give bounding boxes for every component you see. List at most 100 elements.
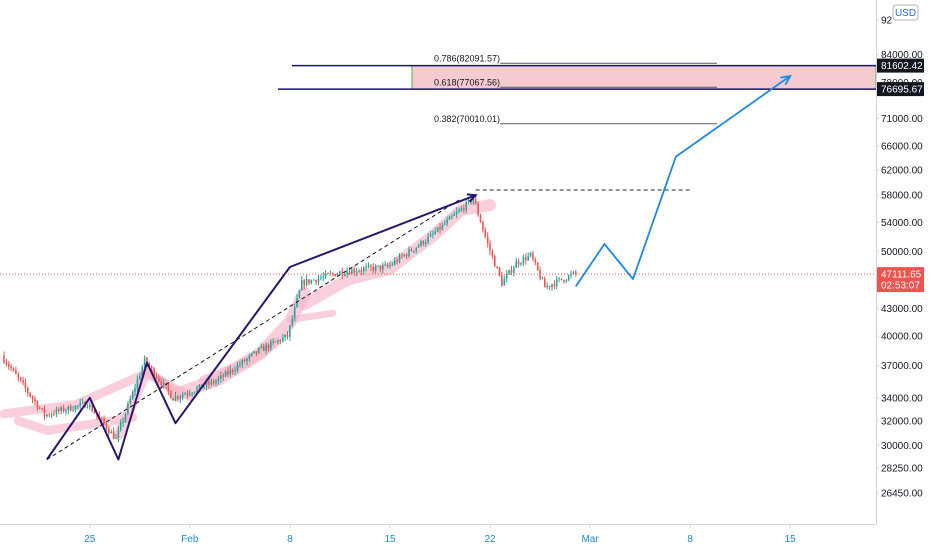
- candle-body: [572, 271, 575, 274]
- candle-body: [460, 208, 463, 210]
- candle-layer: [3, 195, 577, 443]
- candle-body: [555, 279, 558, 287]
- candle-body: [534, 259, 537, 263]
- candle-body: [108, 429, 110, 434]
- candle-body: [260, 346, 263, 348]
- candle-body: [15, 370, 17, 374]
- candle-body: [208, 382, 210, 385]
- candle-body: [10, 366, 12, 369]
- candle-body: [565, 280, 568, 282]
- candle-body: [115, 437, 117, 439]
- candle-body: [279, 340, 282, 342]
- candle-body: [424, 242, 427, 245]
- candle-body: [143, 357, 146, 368]
- candle-body: [215, 381, 217, 384]
- highlight-stroke: [286, 309, 337, 323]
- candle-body: [34, 399, 36, 402]
- currency-badge[interactable]: USD: [892, 4, 919, 21]
- candle-body: [170, 390, 172, 398]
- candle-body: [346, 271, 348, 275]
- candle-body: [448, 216, 451, 220]
- candle-body: [377, 265, 379, 267]
- candle-body: [563, 279, 565, 282]
- candle-body: [229, 369, 232, 374]
- drawing-layer[interactable]: [46, 74, 792, 461]
- candle-body: [308, 279, 310, 284]
- candle-body: [489, 243, 491, 251]
- candle-body: [508, 270, 510, 275]
- candle-body: [386, 264, 389, 267]
- candle-body: [41, 408, 43, 410]
- candle-body: [532, 252, 534, 260]
- candle-body: [458, 209, 460, 212]
- candle-body: [31, 396, 34, 399]
- candle-body: [451, 215, 453, 217]
- candle-body: [560, 278, 563, 280]
- candle-body: [405, 254, 408, 257]
- price-tick-label: 50000.00: [881, 247, 923, 258]
- candle-body: [3, 355, 5, 363]
- candle-body: [19, 377, 22, 380]
- candle-body: [265, 344, 267, 351]
- candle-body: [258, 348, 260, 354]
- candle-body: [455, 211, 458, 215]
- candle-body: [501, 275, 503, 286]
- candle-body: [382, 265, 384, 270]
- candle-body: [453, 214, 456, 216]
- candle-body: [267, 344, 270, 349]
- candle-body: [474, 198, 477, 205]
- candle-body: [486, 236, 489, 244]
- candle-body: [246, 358, 248, 362]
- price-axis[interactable]: 9284000.0078000.0071000.0066000.0062000.…: [876, 16, 923, 500]
- candle-body: [548, 285, 551, 288]
- candle-body: [515, 261, 517, 268]
- candle-body: [403, 254, 406, 257]
- candle-body: [541, 278, 544, 280]
- candle-body: [81, 402, 84, 403]
- candle-body: [527, 255, 529, 261]
- candle-body: [332, 273, 334, 275]
- time-axis[interactable]: 25 Feb 8 15 22 Mar 8 15: [84, 524, 796, 545]
- projection-path[interactable]: [575, 75, 791, 287]
- candle-body: [553, 284, 556, 287]
- candle-body: [198, 384, 201, 388]
- candle-body: [27, 388, 29, 393]
- fib-layer: 0.786(82091.57) 0.618(77067.56) 0.382(70…: [434, 53, 717, 125]
- candle-body: [429, 234, 432, 237]
- pattern-zigzag[interactable]: [46, 194, 477, 461]
- candle-body: [336, 274, 339, 277]
- candle-body: [172, 397, 174, 401]
- candle-body: [227, 371, 229, 374]
- candle-body: [43, 408, 46, 416]
- price-tick-label: 92: [881, 16, 893, 27]
- candle-body: [93, 411, 96, 414]
- candle-body: [522, 257, 525, 264]
- candle-body: [129, 399, 132, 404]
- candle-body: [517, 261, 520, 265]
- candle-body: [248, 355, 251, 359]
- candle-body: [105, 423, 108, 430]
- candle-body: [370, 265, 372, 267]
- candle-body: [289, 325, 291, 337]
- candle-body: [417, 245, 420, 248]
- candle-body: [196, 387, 198, 392]
- candle-body: [162, 382, 165, 386]
- last-price-value: 47111.65: [881, 270, 922, 281]
- time-tick-label: 22: [484, 534, 496, 545]
- candle-body: [365, 266, 367, 268]
- candle-body: [358, 270, 360, 272]
- candle-body: [220, 375, 222, 379]
- candle-body: [50, 414, 53, 416]
- time-tick-label: Mar: [581, 534, 599, 545]
- price-tick-label: 28250.00: [881, 464, 923, 475]
- candle-body: [317, 278, 320, 283]
- candle-body: [303, 280, 305, 286]
- candle-body: [498, 267, 501, 276]
- candle-body: [439, 226, 441, 230]
- trend-line-dashed[interactable]: [46, 198, 462, 460]
- time-tick-label: 8: [287, 534, 293, 545]
- candle-body: [363, 268, 365, 272]
- candle-body: [29, 392, 31, 397]
- candle-body: [36, 401, 39, 409]
